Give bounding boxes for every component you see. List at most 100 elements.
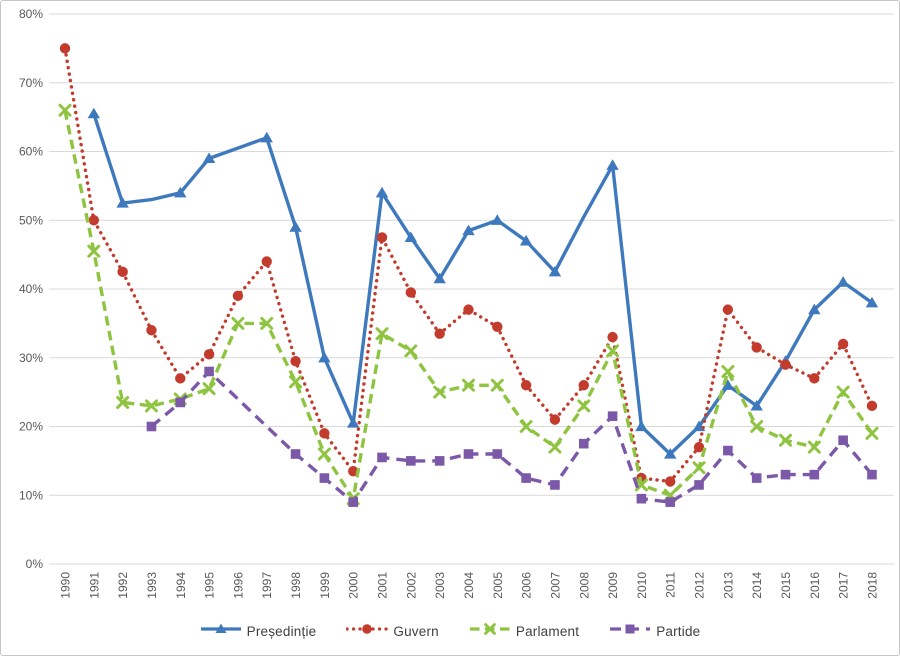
marker-square-partide [607, 411, 618, 421]
x-tick-label: 2014 [750, 572, 764, 599]
x-tick-label: 2002 [404, 572, 418, 599]
marker-x-parlament [289, 375, 303, 389]
marker-x-parlament [404, 344, 418, 358]
marker-x-parlament [433, 385, 447, 399]
marker-circle-guvern [59, 43, 71, 54]
x-tick-label: 2011 [664, 572, 678, 598]
marker-triangle-președinție [548, 265, 562, 277]
x-tick-label: 1992 [116, 572, 130, 599]
marker-circle-guvern [261, 256, 272, 267]
y-tick-label: 40% [19, 282, 43, 296]
marker-x-parlament [58, 103, 72, 117]
marker-triangle-președinție [347, 417, 360, 428]
x-tick-label: 2015 [779, 572, 793, 599]
x-tick-label: 2016 [808, 572, 822, 599]
x-tick-label: 1994 [174, 572, 188, 599]
marker-circle-guvern [146, 325, 157, 336]
x-tick-label: 2012 [693, 572, 707, 599]
marker-triangle-președinție [404, 231, 418, 243]
marker-square-partide [694, 480, 704, 490]
marker-square-partide [377, 452, 387, 463]
legend-marker-triangle-icon [200, 623, 241, 633]
y-tick-label: 30% [19, 351, 43, 365]
marker-triangle-președinție [519, 234, 533, 246]
x-tick-label: 2010 [635, 572, 649, 599]
marker-triangle-președinție [375, 186, 389, 198]
marker-triangle-președinție [116, 197, 129, 208]
x-tick-label: 2000 [347, 572, 361, 599]
marker-circle-guvern [175, 373, 186, 384]
marker-triangle-președinție [318, 351, 331, 363]
marker-circle-guvern [88, 215, 100, 226]
marker-square-partide [751, 473, 762, 483]
marker-circle-guvern [665, 476, 676, 487]
marker-x-parlament [721, 365, 735, 378]
legend-swatch-presedintie [200, 621, 242, 642]
x-tick-label: 1997 [260, 572, 274, 599]
marker-circle-guvern [492, 321, 503, 333]
marker-x-parlament [577, 399, 591, 413]
y-tick-label: 50% [19, 213, 43, 227]
marker-square-partide [636, 493, 647, 504]
marker-square-partide [175, 397, 186, 408]
x-tick-label: 2009 [606, 572, 620, 599]
marker-x-parlament [548, 440, 562, 454]
marker-square-partide [146, 421, 157, 432]
marker-x-parlament [231, 316, 245, 330]
marker-circle-guvern [866, 400, 878, 412]
legend-swatch-parlament [469, 621, 511, 642]
marker-square-partide [348, 497, 358, 507]
marker-x-parlament [750, 420, 764, 433]
marker-circle-guvern [578, 380, 589, 391]
marker-circle-guvern [117, 266, 128, 278]
marker-circle-guvern [809, 373, 820, 384]
marker-circle-guvern [319, 428, 330, 439]
marker-square-partide [867, 469, 877, 480]
x-tick-label: 1999 [318, 572, 332, 599]
marker-triangle-președinție [491, 214, 504, 225]
marker-square-partide [665, 497, 676, 507]
y-tick-label: 80% [19, 7, 43, 21]
x-tick-label: 1995 [203, 572, 217, 599]
marker-circle-guvern [463, 304, 474, 315]
x-tick-label: 2008 [577, 572, 591, 599]
marker-x-parlament [634, 478, 648, 492]
marker-x-parlament [836, 385, 850, 399]
marker-circle-guvern [290, 355, 301, 367]
marker-x-parlament [519, 420, 533, 433]
legend-item-guvern: Guvern [345, 621, 439, 642]
x-tick-label: 1998 [289, 572, 303, 599]
marker-x-parlament [606, 344, 620, 358]
marker-circle-guvern [348, 465, 359, 477]
marker-triangle-președinție [635, 420, 648, 432]
marker-triangle-președinție [260, 131, 273, 143]
marker-square-partide [578, 438, 589, 449]
marker-square-partide [492, 449, 503, 459]
marker-square-partide [550, 480, 560, 490]
marker-circle-guvern [722, 304, 734, 315]
marker-x-parlament [692, 461, 706, 475]
marker-square-partide [290, 449, 301, 459]
series-line-președinție [92, 113, 873, 456]
marker-triangle-președinție [664, 448, 677, 459]
legend-item-partide: Partide [609, 621, 700, 642]
x-tick-label: 1991 [87, 572, 101, 599]
series-line-partide [150, 369, 874, 504]
x-tick-label: 2006 [520, 572, 534, 599]
marker-triangle-președinție [606, 159, 619, 170]
marker-x-parlament [375, 327, 389, 341]
marker-triangle-președinție [865, 296, 879, 308]
marker-circle-guvern [780, 359, 791, 370]
x-tick-label: 2004 [462, 572, 476, 599]
marker-circle-guvern [520, 380, 532, 391]
legend-label-partide: Partide [656, 624, 701, 639]
marker-x-parlament [202, 382, 216, 396]
legend-item-presedintie: Președinție [200, 621, 317, 642]
marker-x-parlament [317, 447, 331, 461]
legend-item-parlament: Parlament [469, 621, 579, 642]
x-tick-label: 2013 [721, 572, 735, 599]
marker-x-parlament [461, 378, 475, 392]
marker-x-parlament [87, 244, 101, 258]
